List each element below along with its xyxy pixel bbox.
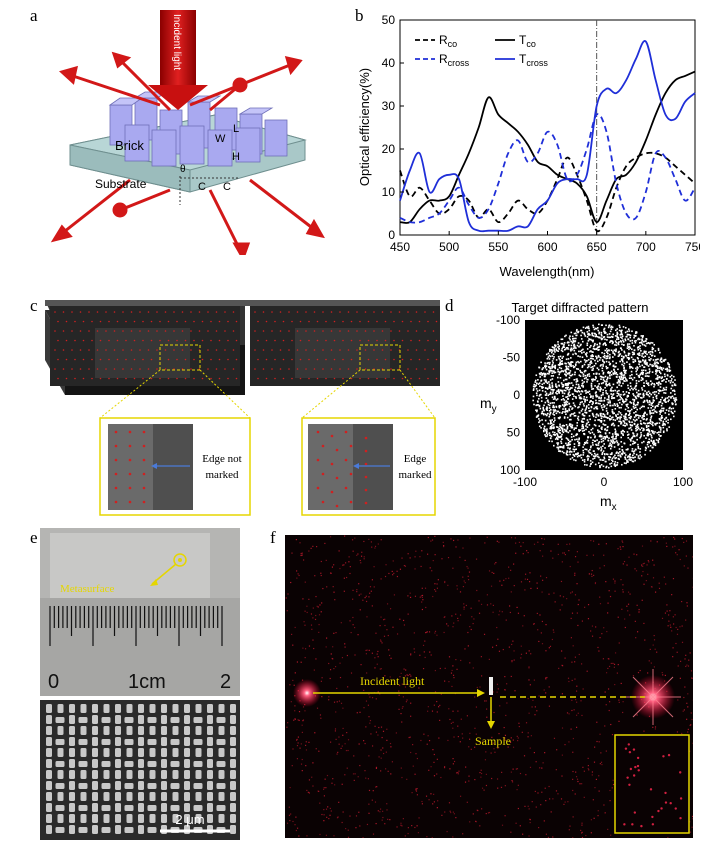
series-line-t-cross	[399, 40, 696, 233]
y-tick-label-5: 50	[382, 13, 396, 27]
sample-photos: 0 1cm 2 Metasurface 2 μm	[40, 528, 240, 840]
y-tick-label-2: 20	[382, 142, 396, 156]
d-ytick-0: -100	[496, 313, 520, 327]
diffraction-pattern-plot: Target diffracted pattern -100-50050100-…	[480, 300, 693, 513]
chart-xlabel: Wavelength(nm)	[500, 264, 595, 279]
metasurface-label: Metasurface	[60, 583, 114, 595]
y-tick-label-4: 40	[382, 56, 396, 70]
y-tick-label-3: 30	[382, 99, 396, 113]
pattern-title: Target diffracted pattern	[511, 300, 648, 315]
ruler-zero: 0	[48, 671, 59, 693]
edge-not-marked-line1: Edge not	[202, 453, 241, 465]
dim-w: W	[215, 133, 226, 145]
x-tick-label-5: 700	[636, 240, 656, 254]
dim-c1: C	[198, 181, 206, 193]
panel-label-a: a	[30, 6, 38, 25]
x-tick-label-2: 550	[488, 240, 508, 254]
edge-marked-line2: marked	[399, 469, 432, 481]
d-ytick-1: -50	[503, 351, 521, 365]
ylabel-m: my	[480, 395, 497, 415]
ruler-two: 2	[220, 671, 231, 693]
incident-light-label-f: Incident light	[360, 674, 425, 688]
dim-l: L	[233, 123, 239, 135]
series-line-t-co	[399, 70, 696, 224]
edge-marking-schematic: Edge not marked Edge marked	[45, 300, 440, 516]
metasurface-schematic: Incident light Brick Substrate W L H C C…	[50, 10, 325, 255]
panel-label-d: d	[445, 296, 454, 315]
series-line-r-cross	[399, 113, 696, 224]
series-line-r-co	[399, 151, 696, 233]
optical-efficiency-chart: 450 500 550 600 650 700 750 0 10 20 30 40 50 Wavelen…	[357, 13, 700, 279]
d-xtick-1: 0	[601, 475, 608, 489]
chart-ylabel: Optical efficiency(%)	[357, 68, 372, 186]
d-ytick-3: 50	[507, 426, 521, 440]
legend-entry-0: Rco	[439, 33, 457, 49]
panel-label-b: b	[355, 6, 364, 25]
dim-h: H	[232, 151, 240, 163]
d-ytick-4: 100	[500, 463, 520, 477]
x-tick-label-1: 500	[439, 240, 459, 254]
brick-label: Brick	[115, 138, 144, 153]
incident-light-label-a: Incident light	[171, 14, 182, 70]
legend-entry-2: Rcross	[439, 52, 470, 68]
dim-c2: C	[223, 181, 231, 193]
scalebar-label: 2 μm	[175, 812, 204, 827]
d-ytick-2: 0	[513, 388, 520, 402]
x-tick-label-3: 600	[537, 240, 557, 254]
d-xtick-0: -100	[513, 475, 537, 489]
x-tick-label-4: 650	[587, 240, 607, 254]
panel-label-f: f	[270, 528, 276, 547]
legend-entry-3: Tcross	[519, 52, 548, 68]
y-tick-label-0: 0	[388, 228, 395, 242]
xlabel-m: mx	[600, 493, 617, 513]
dim-theta: θ	[180, 164, 186, 175]
panel-label-c: c	[30, 296, 38, 315]
legend-entry-1: Tco	[519, 33, 536, 49]
substrate-label: Substrate	[95, 177, 147, 191]
experiment-photo: Incident light Sample	[285, 535, 693, 838]
edge-not-marked-line2: marked	[206, 469, 239, 481]
x-tick-label-0: 450	[390, 240, 410, 254]
edge-marked-line1: Edge	[404, 453, 427, 465]
ruler-one-cm: 1cm	[128, 671, 166, 693]
x-tick-label-6: 750	[685, 240, 700, 254]
d-xtick-2: 100	[673, 475, 693, 489]
panel-label-e: e	[30, 528, 38, 547]
y-tick-label-1: 10	[382, 185, 396, 199]
sample-label: Sample	[475, 734, 511, 748]
